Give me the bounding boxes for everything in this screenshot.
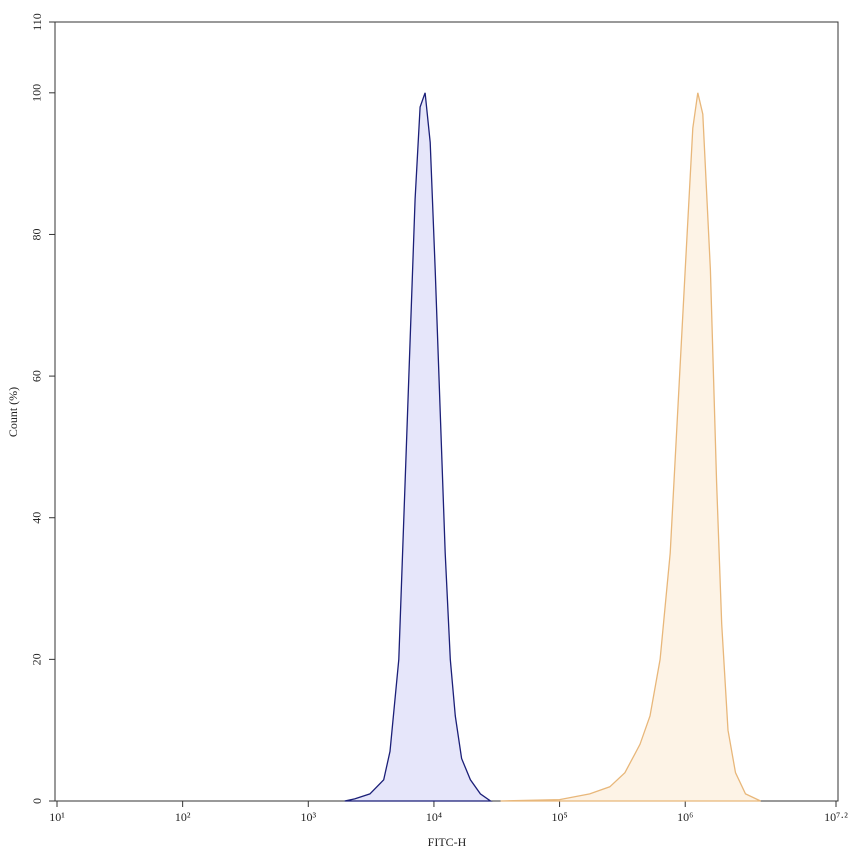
x-tick-label: 10³: [300, 810, 316, 824]
x-tick-label: 10²: [175, 810, 191, 824]
x-tick-label: 10⁵: [551, 810, 567, 824]
histogram-area: [344, 92, 493, 802]
x-tick-label: 10⁶: [677, 810, 693, 824]
y-tick-label: 80: [30, 228, 44, 240]
histogram-area: [500, 92, 761, 802]
y-tick-label: 110: [30, 13, 44, 31]
x-tick-label: 10⁴: [426, 810, 442, 824]
y-axis-label: Count (%): [6, 387, 20, 437]
x-tick-label: 10¹: [49, 810, 65, 824]
x-axis-label: FITC-H: [428, 835, 467, 849]
y-tick-label: 60: [30, 370, 44, 382]
y-tick-label: 20: [30, 653, 44, 665]
y-tick-label: 100: [30, 84, 44, 102]
y-tick-label: 40: [30, 512, 44, 524]
y-tick-label: 0: [30, 798, 44, 804]
x-tick-label: 10⁷·²: [824, 810, 848, 824]
